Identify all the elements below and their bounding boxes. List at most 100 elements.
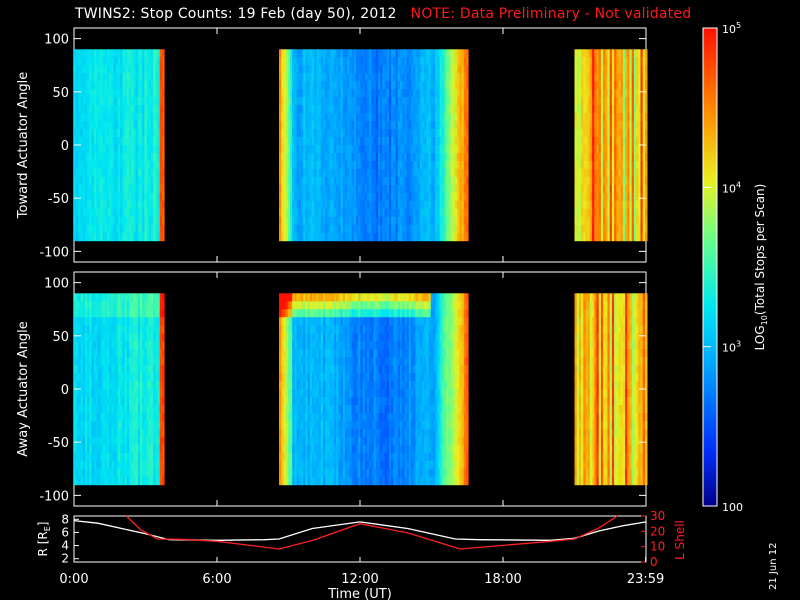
heatmap-cell	[446, 161, 449, 170]
heatmap-cell	[389, 105, 392, 114]
heatmap-cell	[629, 129, 633, 138]
heatmap-cell	[104, 365, 108, 374]
heatmap-cell	[129, 412, 132, 422]
heatmap-cell	[457, 137, 460, 146]
heatmap-cell	[104, 113, 108, 122]
heatmap-cell	[378, 232, 381, 242]
heatmap-cell	[461, 105, 465, 114]
heatmap-cell	[87, 476, 90, 486]
heatmap-cell	[463, 121, 467, 130]
heatmap-cell	[135, 161, 139, 170]
heatmap-cell	[329, 137, 333, 146]
heatmap-cell	[457, 184, 460, 194]
heatmap-cell	[382, 176, 385, 186]
heatmap-cell	[155, 208, 158, 218]
heatmap-cell	[312, 216, 315, 226]
heatmap-cell	[625, 168, 628, 178]
heatmap-cell	[364, 216, 368, 226]
heatmap-cell	[118, 325, 121, 334]
heatmap-cell	[120, 397, 123, 406]
heatmap-cell	[96, 444, 99, 454]
heatmap-cell	[323, 81, 326, 90]
heatmap-cell	[82, 452, 86, 462]
heatmap-cell	[107, 208, 110, 218]
heatmap-cell	[140, 145, 143, 154]
heatmap-cell	[162, 420, 165, 430]
heatmap-cell	[373, 192, 377, 202]
heatmap-cell	[140, 192, 143, 202]
heatmap-cell	[111, 65, 114, 74]
heatmap-cell	[118, 452, 121, 462]
heatmap-cell	[629, 153, 633, 162]
heatmap-cell	[85, 232, 88, 242]
heatmap-cell	[100, 325, 103, 334]
heatmap-cell	[115, 460, 119, 470]
heatmap-cell	[386, 73, 390, 82]
heatmap-cell	[305, 105, 308, 114]
heatmap-cell	[118, 373, 121, 382]
heatmap-cell	[292, 184, 295, 194]
heatmap-cell	[351, 224, 355, 234]
heatmap-cell	[413, 232, 416, 242]
heatmap-cell	[98, 153, 101, 162]
heatmap-cell	[466, 105, 469, 114]
heatmap-cell	[115, 208, 119, 218]
heatmap-cell	[296, 192, 300, 202]
heatmap-cell	[353, 145, 357, 154]
heatmap-cell	[640, 176, 644, 186]
heatmap-cell	[281, 444, 284, 454]
heatmap-cell	[633, 137, 637, 146]
heatmap-cell	[336, 49, 339, 58]
heatmap-cell	[345, 57, 348, 66]
heatmap-cell	[371, 232, 374, 242]
heatmap-cell	[611, 176, 615, 186]
heatmap-cell	[340, 176, 344, 186]
heatmap-cell	[159, 301, 163, 310]
heatmap-cell	[89, 81, 92, 90]
heatmap-cell	[85, 420, 88, 430]
heatmap-cell	[113, 468, 117, 478]
heatmap-cell	[146, 365, 150, 374]
heatmap-cell	[78, 121, 81, 130]
heatmap-cell	[146, 137, 150, 146]
heatmap-cell	[113, 293, 117, 302]
heatmap-cell	[120, 373, 123, 382]
heatmap-cell	[411, 200, 414, 210]
heatmap-cell	[129, 381, 132, 390]
heatmap-cell	[76, 412, 79, 422]
heatmap-cell	[393, 208, 396, 218]
heatmap-cell	[140, 121, 143, 130]
heatmap-cell	[616, 57, 619, 66]
heatmap-cell	[146, 105, 150, 114]
heatmap-cell	[329, 168, 333, 178]
heatmap-cell	[360, 73, 363, 82]
heatmap-cell	[107, 365, 110, 374]
heatmap-cell	[598, 208, 602, 218]
heatmap-cell	[437, 129, 440, 138]
heatmap-cell	[455, 161, 458, 170]
heatmap-cell	[285, 452, 289, 462]
heatmap-cell	[107, 341, 110, 350]
heatmap-cell	[362, 192, 366, 202]
heatmap-cell	[107, 436, 110, 446]
heatmap-cell	[640, 73, 644, 82]
heatmap-cell	[281, 57, 284, 66]
heatmap-cell	[433, 105, 436, 114]
heatmap-cell	[285, 208, 289, 218]
heatmap-cell	[96, 309, 99, 318]
heatmap-cell	[109, 381, 112, 390]
heatmap-cell	[107, 309, 110, 318]
heatmap-cell	[104, 412, 108, 422]
heatmap-cell	[351, 57, 355, 66]
heatmap-cell	[78, 208, 81, 218]
heatmap-cell	[113, 452, 117, 462]
heatmap-cell	[323, 161, 326, 170]
heatmap-cell	[283, 405, 286, 414]
heatmap-cell	[126, 412, 130, 422]
heatmap-cell	[151, 176, 154, 186]
heatmap-cell	[137, 216, 141, 226]
heatmap-cell	[375, 161, 379, 170]
heatmap-cell	[413, 224, 416, 234]
heatmap-cell	[96, 200, 99, 210]
heatmap-cell	[415, 168, 418, 178]
